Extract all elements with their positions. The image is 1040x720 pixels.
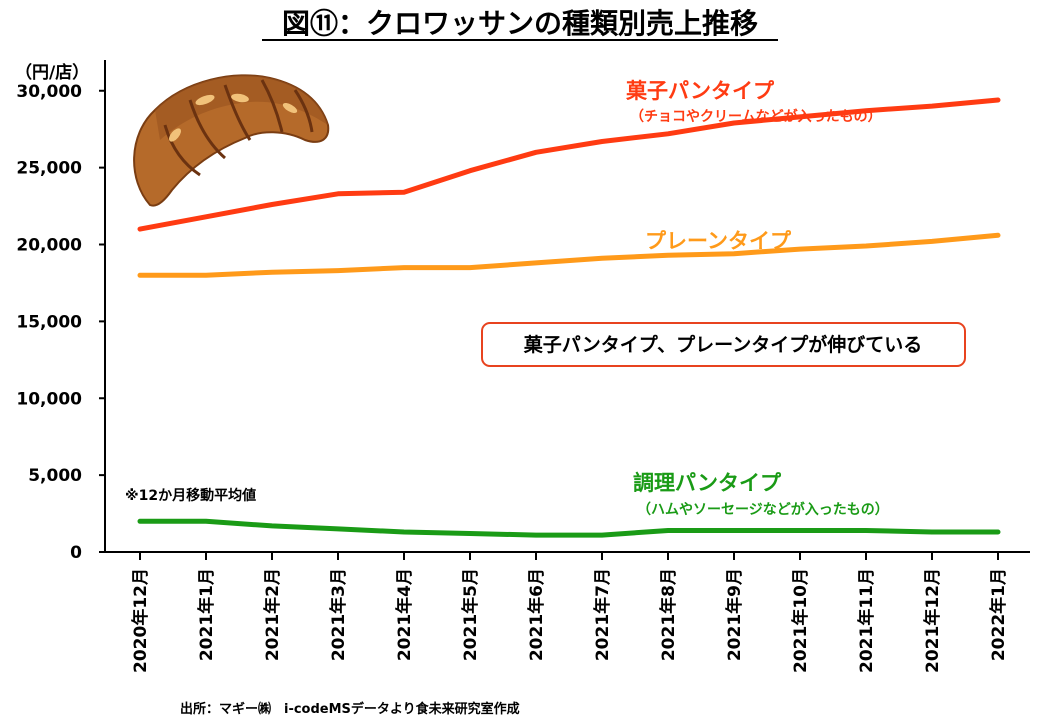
y-tick-label: 15,000 <box>16 312 82 332</box>
croissant-illustration <box>133 74 330 207</box>
x-tick-label: 2021年4月 <box>394 568 415 661</box>
series-line-2 <box>137 518 1001 538</box>
series-lines <box>137 97 1001 538</box>
series-line-0 <box>137 97 1001 232</box>
series-label-savory: 調理パンタイプ <box>633 471 782 495</box>
x-tick-label: 2021年2月 <box>262 568 283 661</box>
series-label-plain: プレーンタイプ <box>645 229 792 253</box>
x-ticks: 2020年12月 2021年1月 2021年2月 2021年3月 2021年4月 2021… <box>130 552 1009 673</box>
x-tick-label: 2021年5月 <box>460 568 481 661</box>
callout-text: 菓子パンタイプ、プレーンタイプが伸びている <box>523 333 922 356</box>
series-sublabel-savory: （ハムやソーセージなどが入ったもの） <box>637 501 889 518</box>
series-line-1 <box>137 232 1001 278</box>
x-tick-label: 2021年10月 <box>790 568 811 673</box>
x-tick-label: 2021年1月 <box>196 568 217 661</box>
x-tick-label: 2022年1月 <box>988 568 1009 661</box>
x-tick-label: 2020年12月 <box>130 568 151 673</box>
x-tick-label: 2021年6月 <box>526 568 547 661</box>
series-label-sweet: 菓子パンタイプ <box>625 79 775 103</box>
x-tick-label: 2021年7月 <box>592 568 613 661</box>
source-note: 出所：マギー㈱ i-codeMSデータより食未来研究室作成 <box>180 701 520 717</box>
x-tick-label: 2021年8月 <box>658 568 679 661</box>
y-tick-label: 0 <box>70 543 82 563</box>
series-sublabel-sweet: （チョコやクリームなどが入ったもの） <box>630 108 882 125</box>
x-tick-label: 2021年9月 <box>724 568 745 661</box>
chart-title: 図⑪：クロワッサンの種類別売上推移 <box>282 7 758 40</box>
y-tick-label: 25,000 <box>16 159 82 179</box>
y-tick-label: 5,000 <box>28 466 82 486</box>
y-tick-label: 30,000 <box>16 82 82 102</box>
x-tick-label: 2021年12月 <box>922 568 943 673</box>
y-tick-label: 10,000 <box>16 389 82 409</box>
moving-average-note: ※12か月移動平均値 <box>125 487 256 504</box>
y-ticks: 0 5,000 10,000 15,000 20,000 25,000 30,000 <box>16 82 105 563</box>
callout-box <box>481 322 966 367</box>
y-tick-label: 20,000 <box>16 236 82 256</box>
x-tick-label: 2021年3月 <box>328 568 349 661</box>
x-tick-label: 2021年11月 <box>856 568 877 673</box>
y-axis-label: （円/店） <box>15 62 89 83</box>
